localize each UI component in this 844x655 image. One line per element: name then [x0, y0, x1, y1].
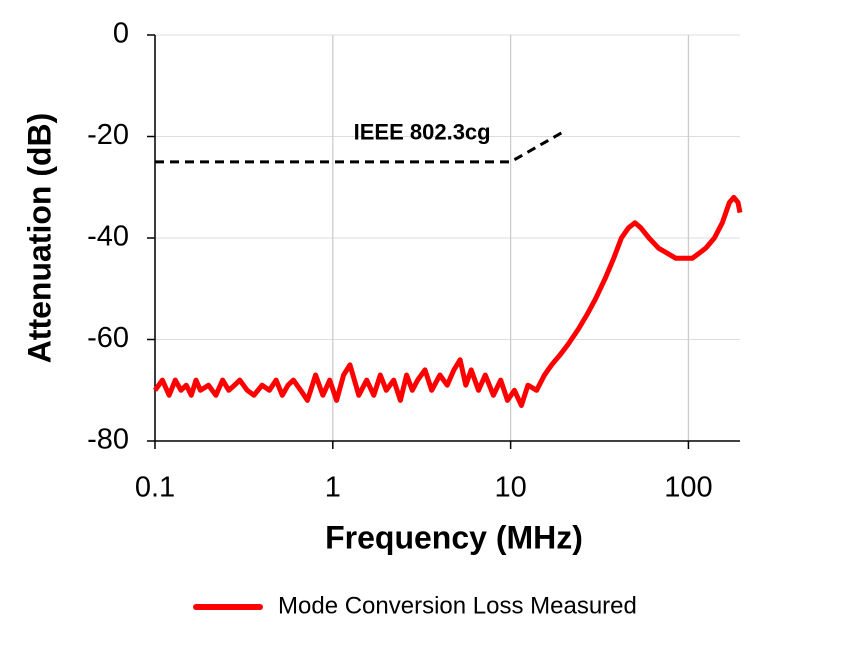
- legend-label: Mode Conversion Loss Measured: [278, 592, 637, 619]
- x-tick-label: 1: [325, 472, 341, 504]
- x-tick-label: 0.1: [135, 472, 175, 504]
- x-axis-title: Frequency (MHz): [325, 519, 583, 555]
- x-tick-label: 10: [494, 472, 526, 504]
- y-tick-label: -80: [87, 424, 129, 456]
- x-tick-label: 100: [664, 472, 712, 504]
- data-line: [152, 194, 743, 408]
- annotation: IEEE 802.3cg: [354, 120, 491, 145]
- y-tick-label: -40: [87, 221, 129, 253]
- y-axis-title: Attenuation (dB): [21, 113, 57, 364]
- y-tick-label: -20: [87, 119, 129, 151]
- limit-line: [155, 130, 565, 164]
- y-tick-label: 0: [113, 18, 129, 50]
- y-tick-label: -60: [87, 322, 129, 354]
